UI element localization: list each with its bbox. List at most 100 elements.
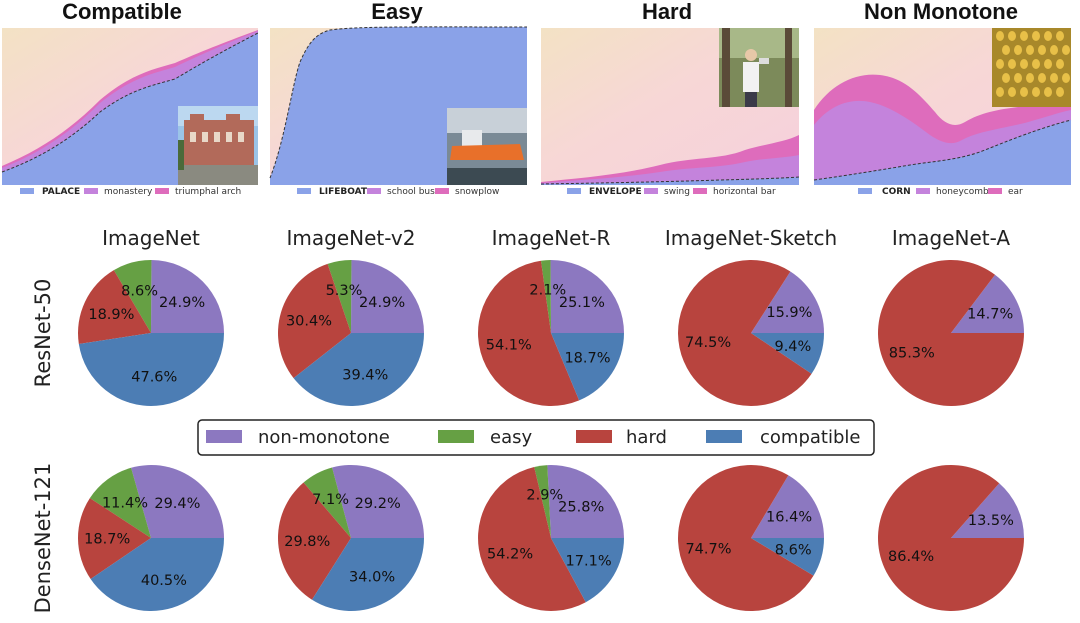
pie-label-hard: 30.4% xyxy=(286,314,332,330)
pie-label-non-monotone: 25.8% xyxy=(558,499,604,515)
legend-swatch xyxy=(693,188,707,194)
pie-slice-hard xyxy=(277,482,351,600)
legend-non-monotone: CORN honeycomb ear xyxy=(858,187,1023,197)
legend-swatch xyxy=(988,188,1002,194)
pie-slice-non-monotone xyxy=(550,259,624,333)
pie-slice-non-monotone xyxy=(131,464,224,538)
pie-slice-hard xyxy=(878,260,1024,407)
pie-label-compatible: 9.4% xyxy=(774,339,811,355)
legend-label: school bus xyxy=(387,187,435,197)
pie-label-compatible: 40.5% xyxy=(141,573,187,589)
legend-label: monastery xyxy=(104,187,153,197)
pie-label-hard: 29.8% xyxy=(284,534,330,550)
pie-slice-hard xyxy=(278,263,351,379)
pie-slice-easy xyxy=(113,259,152,333)
pie-slice-non-monotone xyxy=(751,475,824,538)
pie-slice-hard xyxy=(678,259,812,406)
panel-title-compatible: Compatible xyxy=(62,0,182,24)
area-corn xyxy=(814,120,1071,185)
pie-label-compatible: 47.6% xyxy=(131,370,177,386)
dataset-title-imagenet-r: ImageNet-R xyxy=(492,226,611,250)
legend-easy: LIFEBOAT school bus snowplow xyxy=(297,187,499,197)
legend-swatch xyxy=(20,188,34,194)
main-legend: non-monotone easy hard compatible xyxy=(197,419,875,456)
pie-slice-compatible xyxy=(293,333,424,406)
panel-easy: LIFEBOAT school bus snowplow xyxy=(269,26,528,197)
pie-label-hard: 85.3% xyxy=(889,346,935,362)
pie-label-easy: 7.1% xyxy=(312,492,349,508)
pie-label-hard: 74.5% xyxy=(685,335,731,351)
pie-label-compatible: 17.1% xyxy=(566,553,612,569)
panel-hard: ENVELOPE swing horizontal bar xyxy=(540,28,800,197)
panel-non-monotone: CORN honeycomb ear xyxy=(813,28,1072,197)
dataset-title-imagenet-v2: ImageNet-v2 xyxy=(287,226,416,250)
legend-label: PALACE xyxy=(42,187,80,197)
legend-swatch xyxy=(567,188,581,194)
pie-densenet-121-imagenet: 29.4% 11.4% 18.7% 40.5% xyxy=(77,464,225,612)
dataset-title-imagenet-sketch: ImageNet-Sketch xyxy=(665,226,837,250)
pie-slice-compatible xyxy=(90,538,225,612)
pie-label-hard: 54.2% xyxy=(487,547,533,563)
pie-resnet-50-imagenet-r: 25.1%2.1% 54.1% 18.7% xyxy=(478,259,624,407)
legend-swatch-hard xyxy=(576,430,612,443)
area-swing xyxy=(541,155,799,185)
pie-slice-compatible xyxy=(312,538,424,611)
pie-slice-hard xyxy=(478,260,580,407)
pie-label-non-monotone: 13.5% xyxy=(968,513,1014,529)
pie-label-non-monotone: 29.4% xyxy=(154,496,200,512)
pie-label-non-monotone: 25.1% xyxy=(559,295,605,311)
pie-slice-non-monotone xyxy=(751,271,824,333)
pie-slice-non-monotone xyxy=(151,260,224,333)
pie-label-hard: 86.4% xyxy=(888,549,934,565)
pie-resnet-50-imagenet: 24.9%8.6% 18.9% 47.6% xyxy=(78,259,224,406)
pie-label-non-monotone: 16.4% xyxy=(766,509,812,525)
pie-slice-easy xyxy=(327,259,352,333)
pie-densenet-121-imagenet-v2: 29.2% 7.1% 29.8% 34.0% xyxy=(277,464,424,611)
legend-label: honeycomb xyxy=(936,187,989,197)
curve-line xyxy=(813,119,1072,181)
pie-densenet-121-imagenet-r: 25.8%2.9% 54.2% 17.1% xyxy=(478,464,625,611)
panel-title-hard: Hard xyxy=(642,0,692,24)
pie-slice-non-monotone xyxy=(547,464,625,538)
pie-label-compatible: 18.7% xyxy=(564,350,610,366)
pie-resnet-50-imagenet-v2: 24.9%5.3% 30.4% 39.4% xyxy=(278,259,424,406)
pie-label-non-monotone: 24.9% xyxy=(159,295,205,311)
pie-slice-easy xyxy=(89,467,151,538)
legend-swatch xyxy=(435,188,449,194)
pie-grid: 24.9%8.6%18.9%47.6%24.9%5.3%30.4%39.4%25… xyxy=(77,259,1024,612)
pie-slice-compatible xyxy=(551,333,624,401)
legend-box xyxy=(197,419,875,456)
pie-label-easy: 11.4% xyxy=(102,496,148,512)
legend-compatible: PALACE monastery triumphal arch xyxy=(20,187,241,197)
pie-label-hard: 18.9% xyxy=(88,307,134,323)
pie-label-non-monotone: 15.9% xyxy=(766,305,812,321)
pie-label-hard: 74.7% xyxy=(685,542,731,558)
row-label-resnet-50: ResNet-50 xyxy=(31,279,55,388)
pie-label-non-monotone: 29.2% xyxy=(355,496,401,512)
legend-label: horizontal bar xyxy=(713,187,776,197)
pie-slice-easy xyxy=(540,260,551,333)
legend-swatch xyxy=(84,188,98,194)
legend-swatch xyxy=(297,188,311,194)
legend-swatch xyxy=(916,188,930,194)
legend-swatch xyxy=(155,188,169,194)
pie-slice-compatible xyxy=(78,333,224,406)
pie-slice-compatible xyxy=(551,538,624,603)
pie-slice-hard xyxy=(78,270,151,344)
legend-label: swing xyxy=(664,187,690,197)
legend-swatch-easy xyxy=(438,430,474,443)
dataset-title-imagenet: ImageNet xyxy=(102,226,200,250)
legend-label-easy: easy xyxy=(490,427,532,448)
pie-slice-easy xyxy=(303,467,351,538)
pie-densenet-121-imagenet-a: 13.5% 86.4% xyxy=(878,464,1024,611)
area-envelope xyxy=(541,177,799,185)
pie-resnet-50-imagenet-a: 14.7% 85.3% xyxy=(878,260,1024,407)
pie-slice-easy xyxy=(534,465,551,538)
pie-label-compatible: 34.0% xyxy=(349,569,395,585)
pie-slice-compatible xyxy=(751,538,824,576)
legend-hard: ENVELOPE swing horizontal bar xyxy=(567,187,776,197)
pie-label-non-monotone: 14.7% xyxy=(967,307,1013,323)
dataset-title-imagenet-a: ImageNet-A xyxy=(892,226,1011,250)
pie-label-easy: 2.1% xyxy=(529,282,566,298)
